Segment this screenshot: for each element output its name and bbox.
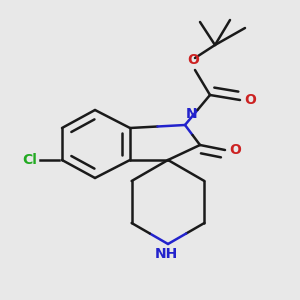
Text: Cl: Cl <box>22 153 37 167</box>
Text: O: O <box>244 93 256 107</box>
Text: N: N <box>186 107 198 121</box>
Text: O: O <box>229 143 241 157</box>
Text: NH: NH <box>154 247 178 261</box>
Text: O: O <box>187 53 199 67</box>
